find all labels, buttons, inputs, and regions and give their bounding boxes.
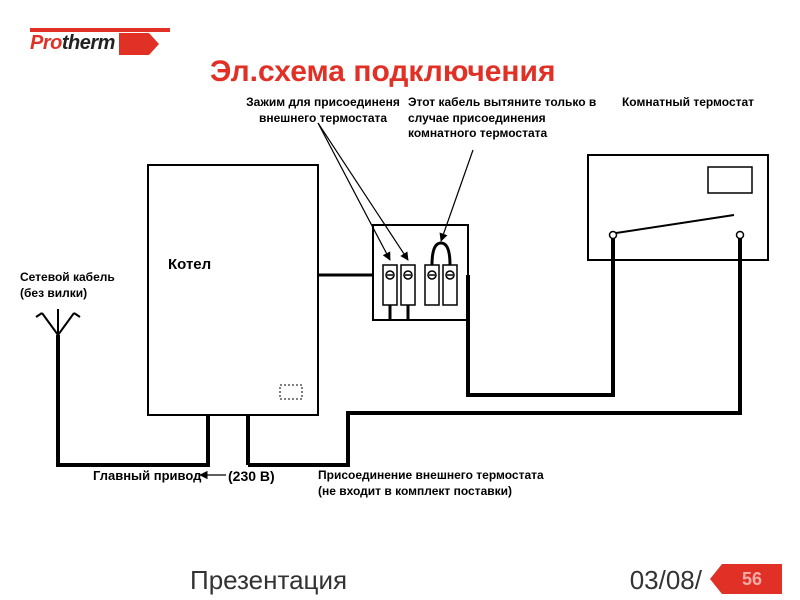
page-title: Эл.схема подключения xyxy=(210,55,556,89)
label-voltage: (230 B) xyxy=(228,467,275,485)
logo-flag xyxy=(119,33,149,55)
label-cable-note: Этот кабель вытяните только вслучае прис… xyxy=(408,95,613,142)
label-terminal-clamp: Зажим для присоединенявнешнего термостат… xyxy=(223,95,423,126)
wire-ext xyxy=(248,413,458,465)
diagram-svg xyxy=(28,95,772,525)
footer-badge: 56 xyxy=(722,564,782,594)
label-mains-cable: Сетевой кабель(без вилки) xyxy=(20,270,130,301)
footer-left: Презентация xyxy=(190,565,347,596)
label-room-thermostat: Комнатный термостат xyxy=(608,95,768,111)
wire-thermostat xyxy=(458,260,740,413)
wiring-diagram: Зажим для присоединенявнешнего термостат… xyxy=(28,95,772,525)
label-main-drive: Главный привод xyxy=(93,468,201,485)
mains-frayed xyxy=(36,309,80,335)
logo-text: Protherm xyxy=(30,32,115,55)
logo: Protherm xyxy=(30,28,170,55)
boiler-rect xyxy=(148,165,318,415)
label-boiler: Котел xyxy=(168,255,211,275)
footer-date: 03/08/ xyxy=(630,565,702,596)
label-ext-thermostat: Присоединение внешнего термостата(не вхо… xyxy=(318,468,578,499)
